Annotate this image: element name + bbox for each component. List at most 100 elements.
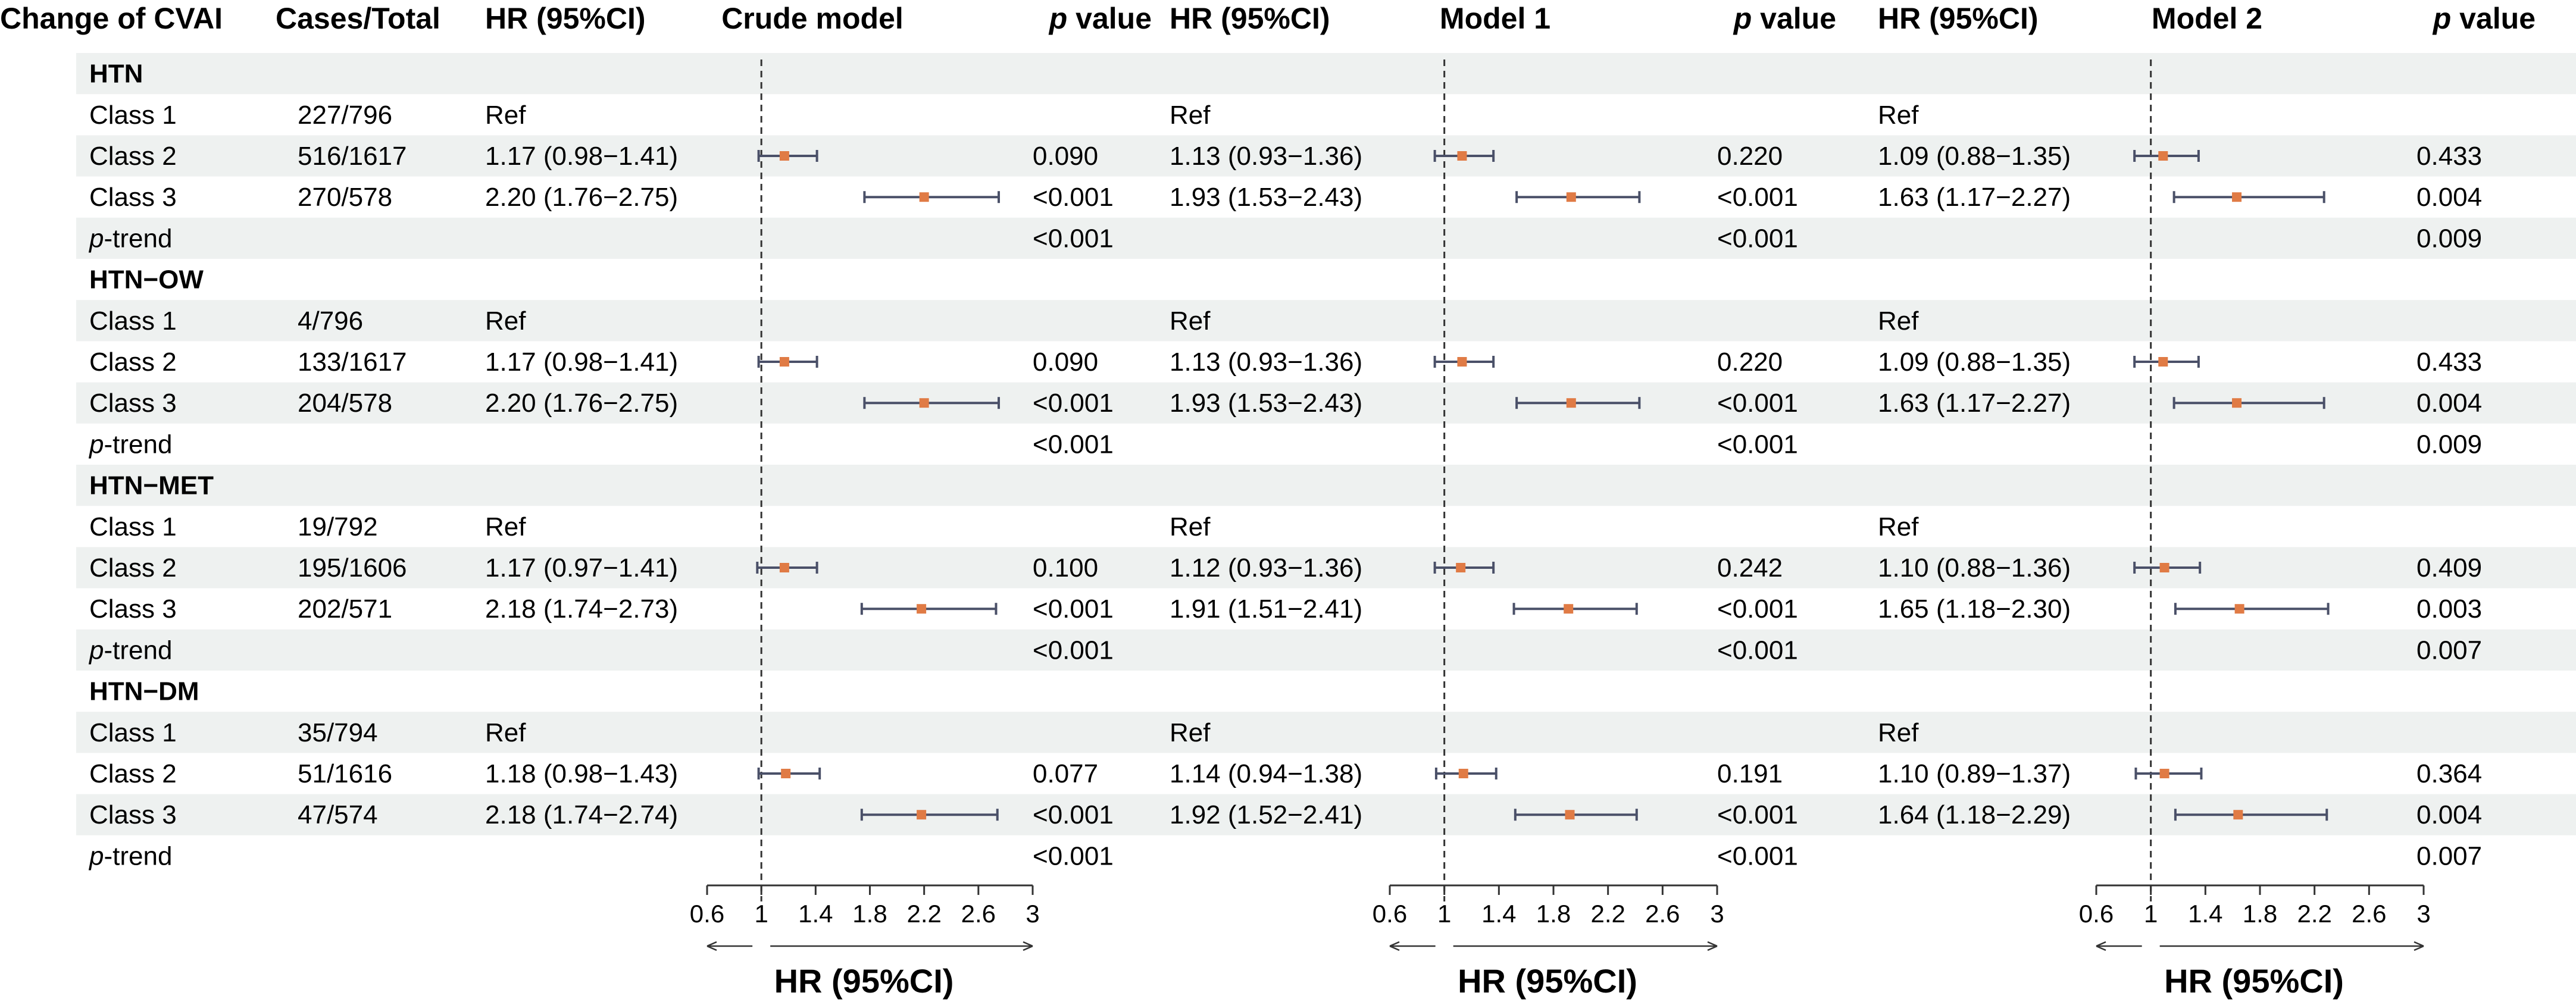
row-pvalue: 0.409 xyxy=(2416,553,2482,583)
header-label: Change of CVAI xyxy=(0,2,223,35)
x-tick-label: 3 xyxy=(1710,900,1724,928)
x-tick-label: 0.6 xyxy=(690,900,724,928)
arrow-left-head xyxy=(706,941,717,951)
header-pvalue-1-italic: p xyxy=(1048,2,1068,35)
hr-point xyxy=(2232,192,2242,202)
row-label: Class 2 xyxy=(89,553,177,583)
trend-pvalue: <0.001 xyxy=(1717,430,1798,459)
x-tick-label: 0.6 xyxy=(1373,900,1407,928)
row-pvalue: <0.001 xyxy=(1033,183,1114,212)
x-tick-label: 1.8 xyxy=(2243,900,2277,928)
row-band xyxy=(76,794,2576,835)
row-label: Class 1 xyxy=(89,718,177,747)
x-axis-title-3: HR (95%CI) xyxy=(2164,962,2344,1000)
hr-point xyxy=(779,151,789,161)
trend-label-rest: -trend xyxy=(104,430,172,459)
hr-point xyxy=(1457,357,1467,367)
hr-point xyxy=(2232,398,2242,408)
row-band xyxy=(76,217,2576,259)
x-tick-label: 1.8 xyxy=(1536,900,1571,928)
x-tick-label: 1 xyxy=(2144,900,2158,928)
group-label: HTN−OW xyxy=(89,265,204,295)
hr-estimate: 1.13 (0.93−1.36) xyxy=(1170,347,1362,377)
hr-estimate: Ref xyxy=(1170,306,1211,336)
hr-point xyxy=(779,357,789,367)
x-axis-title-2: HR (95%CI) xyxy=(1458,962,1637,1000)
hr-point xyxy=(1564,604,1574,614)
row-pvalue: 0.004 xyxy=(2416,800,2482,829)
row-band xyxy=(76,382,2576,424)
row-pvalue: <0.001 xyxy=(1717,594,1798,624)
row-band xyxy=(76,629,2576,671)
row-pvalue: 0.090 xyxy=(1033,142,1098,171)
row-pvalue: 0.242 xyxy=(1717,553,1783,583)
trend-pvalue: <0.001 xyxy=(1033,635,1114,665)
row-label: Class 3 xyxy=(89,800,177,829)
row-label: Class 3 xyxy=(89,389,177,418)
trend-pvalue: 0.009 xyxy=(2416,224,2482,253)
x-tick-label: 0.6 xyxy=(2079,900,2114,928)
hr-estimate: Ref xyxy=(1170,101,1211,130)
x-tick-label: 1.4 xyxy=(2188,900,2222,928)
hr-estimate: 1.13 (0.93−1.36) xyxy=(1170,142,1362,171)
hr-estimate: 2.20 (1.76−2.75) xyxy=(485,389,678,418)
row-pvalue: 0.220 xyxy=(1717,142,1783,171)
hr-estimate: 1.17 (0.98−1.41) xyxy=(485,142,678,171)
trend-pvalue: <0.001 xyxy=(1033,841,1114,871)
header-pvalue-1-rest: value xyxy=(1067,2,1152,35)
arrow-right-head xyxy=(1707,941,1718,951)
hr-estimate: 1.63 (1.17−2.27) xyxy=(1878,183,2071,212)
x-tick-label: 2.6 xyxy=(961,900,996,928)
hr-estimate: 1.18 (0.98−1.43) xyxy=(485,759,678,788)
hr-point xyxy=(1457,151,1467,161)
trend-label: p-trend xyxy=(88,635,172,665)
hr-point xyxy=(1566,398,1576,408)
row-cases: 516/1617 xyxy=(298,142,407,171)
hr-point xyxy=(1458,769,1468,778)
x-tick-label: 2.6 xyxy=(1645,900,1680,928)
trend-label-italic: p xyxy=(88,430,104,459)
row-label: Class 2 xyxy=(89,347,177,377)
arrow-left-head xyxy=(1389,941,1400,951)
trend-pvalue: <0.001 xyxy=(1717,224,1798,253)
row-pvalue: 0.004 xyxy=(2416,183,2482,212)
header-model-3: Model 2 xyxy=(2152,2,2262,35)
row-pvalue: 0.077 xyxy=(1033,759,1098,788)
hr-estimate: 1.12 (0.93−1.36) xyxy=(1170,553,1362,583)
hr-point xyxy=(2158,151,2168,161)
hr-point xyxy=(779,563,789,572)
header-pvalue-2-italic: p xyxy=(1733,2,1752,35)
trend-pvalue: <0.001 xyxy=(1033,430,1114,459)
row-pvalue: 0.100 xyxy=(1033,553,1098,583)
row-cases: 133/1617 xyxy=(298,347,407,377)
x-tick-label: 2.2 xyxy=(906,900,941,928)
hr-estimate: Ref xyxy=(1170,718,1211,747)
row-cases: 4/796 xyxy=(298,306,363,336)
hr-point xyxy=(917,604,927,614)
hr-estimate: 1.93 (1.53−2.43) xyxy=(1170,389,1362,418)
hr-estimate: 1.63 (1.17−2.27) xyxy=(1878,389,2071,418)
trend-pvalue: <0.001 xyxy=(1717,841,1798,871)
x-tick-label: 1.4 xyxy=(798,900,833,928)
hr-point xyxy=(2159,769,2169,778)
hr-point xyxy=(917,810,927,820)
hr-estimate: 2.20 (1.76−2.75) xyxy=(485,183,678,212)
hr-point xyxy=(2234,604,2244,614)
group-label: HTN−MET xyxy=(89,471,214,500)
trend-pvalue: 0.007 xyxy=(2416,841,2482,871)
row-pvalue: <0.001 xyxy=(1717,389,1798,418)
row-cases: 195/1606 xyxy=(298,553,407,583)
row-cases: 227/796 xyxy=(298,101,392,130)
hr-estimate: 2.18 (1.74−2.74) xyxy=(485,800,678,829)
x-tick-label: 2.2 xyxy=(1590,900,1625,928)
row-pvalue: 0.090 xyxy=(1033,347,1098,377)
row-label: Class 1 xyxy=(89,101,177,130)
trend-pvalue: 0.009 xyxy=(2416,430,2482,459)
x-tick-label: 1 xyxy=(1437,900,1451,928)
hr-estimate: Ref xyxy=(485,306,526,336)
row-band xyxy=(76,53,2576,95)
row-cases: 270/578 xyxy=(298,183,392,212)
hr-estimate: 1.91 (1.51−2.41) xyxy=(1170,594,1362,624)
hr-estimate: 1.65 (1.18−2.30) xyxy=(1878,594,2071,624)
hr-estimate: Ref xyxy=(485,512,526,541)
